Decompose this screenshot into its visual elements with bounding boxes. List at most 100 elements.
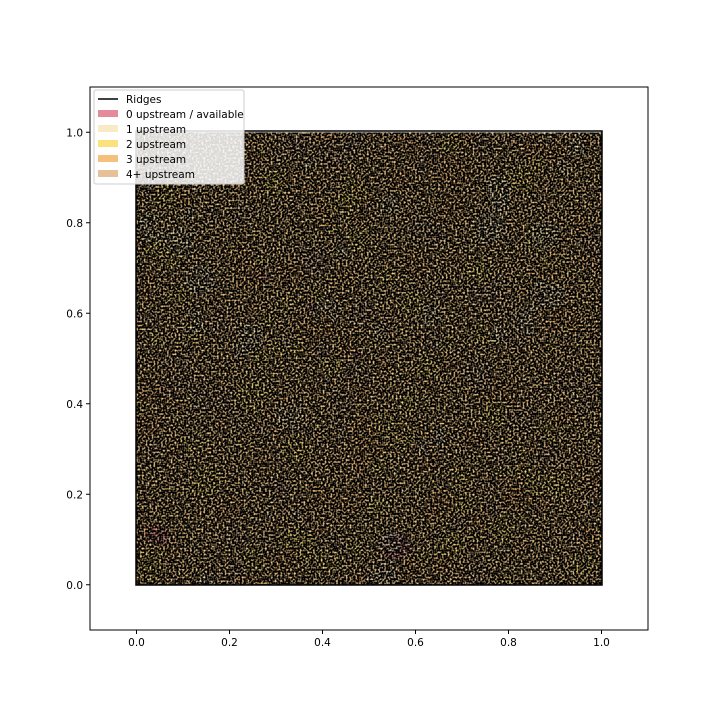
- y-tick-label: 0.8: [66, 218, 83, 230]
- cell-tint: [416, 357, 440, 381]
- legend-label: Ridges: [126, 94, 161, 106]
- cell-tint: [546, 341, 559, 354]
- cell-tint: [328, 386, 355, 413]
- cell-tint: [485, 277, 516, 308]
- cell-tint: [437, 130, 460, 153]
- cell-tint: [535, 495, 550, 510]
- cell-tint: [215, 494, 243, 522]
- cell-tint: [337, 484, 366, 513]
- cell-tint: [510, 537, 528, 555]
- cell-tint: [425, 488, 456, 519]
- cell-tint: [427, 385, 438, 396]
- y-tick-label: 0.4: [66, 399, 83, 411]
- cell-tint: [534, 307, 563, 336]
- cell-tint: [231, 203, 253, 225]
- cell-tint: [254, 454, 276, 476]
- cell-tint: [486, 500, 503, 517]
- cell-tint: [395, 133, 407, 145]
- cell-tint: [424, 224, 448, 248]
- cell-tint: [463, 281, 489, 307]
- legend-patch-swatch: [98, 140, 118, 147]
- y-tick-label: 0.0: [66, 580, 83, 592]
- legend-label: 0 upstream / available: [126, 109, 244, 121]
- cell-tint: [181, 418, 208, 445]
- cell-tint: [475, 211, 506, 242]
- legend-patch-swatch: [98, 155, 118, 162]
- cell-tint: [461, 356, 490, 385]
- cell-tint: [389, 169, 410, 190]
- cell-tint: [365, 478, 382, 495]
- cell-tint: [263, 477, 289, 503]
- cell-tint: [273, 256, 304, 287]
- cell-tint: [263, 509, 274, 520]
- cell-tint: [473, 323, 494, 344]
- cell-fills: [130, 123, 611, 596]
- cell-tint: [510, 405, 538, 433]
- cell-tint: [453, 532, 464, 543]
- cell-tint: [398, 292, 422, 316]
- cell-tint: [143, 312, 160, 329]
- cell-tint: [274, 531, 295, 552]
- cell-tint: [179, 313, 194, 328]
- cell-tint: [308, 285, 326, 303]
- cell-tint: [268, 202, 280, 214]
- cell-tint: [539, 258, 566, 285]
- x-tick-label: 0.0: [128, 637, 145, 649]
- cell-tint: [530, 156, 545, 171]
- cell-tint: [165, 227, 193, 255]
- cell-tint: [246, 296, 264, 314]
- cell-tint: [280, 414, 288, 422]
- cell-tint: [366, 495, 389, 518]
- cell-tint: [281, 434, 312, 465]
- cell-tint: [149, 332, 164, 347]
- cell-tint: [230, 459, 238, 467]
- cell-tint: [310, 484, 334, 508]
- cell-tint: [496, 541, 512, 557]
- cell-tint: [262, 173, 279, 190]
- cell-tint: [317, 548, 342, 573]
- cell-tint: [570, 549, 596, 575]
- cell-tint: [183, 543, 197, 557]
- voronoi-cells: [130, 123, 611, 596]
- cell-tint: [334, 340, 343, 349]
- cell-tint: [336, 245, 350, 259]
- cell-tint: [545, 471, 571, 497]
- y-tick-label: 0.6: [66, 308, 83, 320]
- cell-tint: [158, 372, 188, 402]
- cell-tint: [354, 299, 372, 317]
- cell-tint: [197, 512, 206, 521]
- legend-patch-swatch: [98, 170, 118, 177]
- cell-tint: [435, 196, 464, 225]
- cell-tint: [184, 207, 196, 219]
- cell-tint: [503, 487, 530, 514]
- cell-tint: [198, 388, 228, 418]
- cell-tint: [137, 541, 166, 570]
- legend-label: 3 upstream: [126, 154, 186, 166]
- cell-tint: [566, 530, 584, 548]
- cell-tint: [486, 532, 494, 540]
- cell-tint: [423, 332, 443, 352]
- cell-tint: [396, 426, 406, 436]
- cell-tint: [254, 196, 264, 206]
- cell-tint: [267, 430, 278, 441]
- cell-tint: [175, 186, 197, 208]
- cell-tint: [481, 401, 507, 427]
- cell-tint: [578, 210, 590, 222]
- x-tick-label: 0.2: [221, 637, 238, 649]
- y-tick-label: 0.2: [66, 489, 83, 501]
- legend-patch-swatch: [98, 125, 118, 132]
- cell-tint: [428, 557, 450, 579]
- cell-tint: [374, 309, 393, 328]
- cell-tint: [295, 181, 308, 194]
- cell-tint: [449, 514, 466, 531]
- cell-tint: [228, 411, 248, 431]
- cell-tint: [250, 132, 266, 148]
- cell-tint: [348, 543, 364, 559]
- cell-tint: [269, 341, 287, 359]
- cell-tint: [224, 525, 251, 552]
- cell-tint: [292, 135, 313, 156]
- cell-tint: [379, 530, 401, 552]
- cell-tint: [281, 169, 296, 184]
- cell-tint: [190, 467, 221, 498]
- cell-tint: [153, 216, 170, 233]
